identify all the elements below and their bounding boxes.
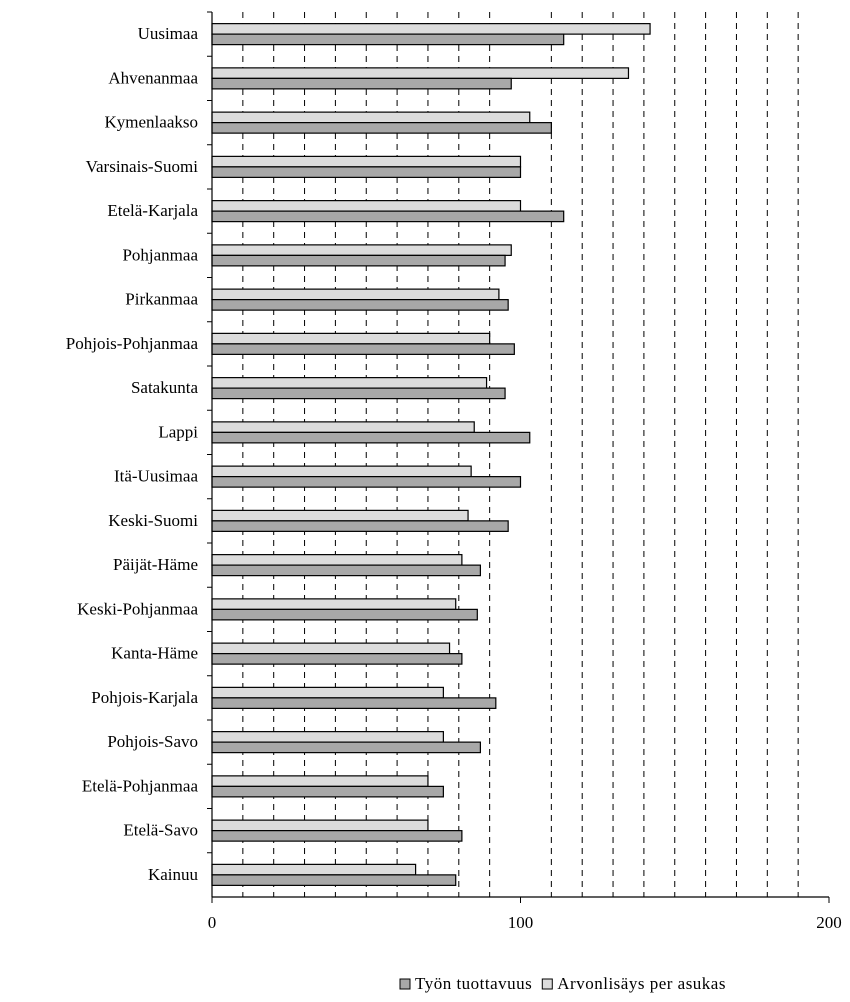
bar [211, 343, 515, 355]
bar [211, 166, 522, 178]
bar [211, 598, 457, 610]
y-tick-label: Varsinais-Suomi [86, 157, 199, 176]
bar [211, 465, 472, 478]
bar [211, 608, 478, 621]
legend-swatch [399, 978, 411, 990]
bar [211, 33, 565, 46]
y-tick-label: Pohjois-Savo [107, 732, 198, 751]
bar [211, 377, 488, 389]
bar [211, 288, 500, 301]
bar [211, 254, 506, 267]
bar [211, 155, 522, 168]
x-tick-label: 0 [208, 913, 217, 932]
bar [211, 564, 481, 577]
bar [211, 785, 444, 798]
y-tick-label: Pohjois-Pohjanmaa [66, 334, 199, 353]
bar [211, 23, 651, 35]
y-tick-label: Etelä-Pohjanmaa [82, 776, 199, 795]
y-tick-label: Etelä-Karjala [107, 201, 198, 220]
bar [211, 554, 463, 566]
bar [211, 476, 522, 488]
bar [211, 741, 481, 754]
bar [211, 77, 512, 90]
y-tick-label: Uusimaa [138, 24, 199, 43]
bar [211, 332, 491, 345]
bar [211, 509, 469, 522]
bar [211, 244, 512, 256]
y-tick-label: Kanta-Häme [111, 644, 198, 663]
bar [211, 819, 429, 832]
bar [211, 431, 531, 444]
bar [211, 111, 531, 124]
bar [211, 210, 565, 223]
bar [211, 520, 509, 532]
y-tick-label: Etelä-Savo [123, 821, 198, 840]
x-tick-label: 200 [816, 913, 842, 932]
bar [211, 863, 417, 876]
bar [211, 686, 444, 699]
y-tick-label: Lappi [158, 422, 198, 441]
y-tick-label: Satakunta [131, 378, 198, 397]
y-tick-label: Kymenlaakso [105, 113, 198, 132]
x-tick-label: 100 [508, 913, 534, 932]
y-tick-label: Kainuu [148, 865, 199, 884]
bar [211, 299, 509, 311]
y-tick-label: Pohjanmaa [122, 245, 198, 264]
y-tick-label: Pohjois-Karjala [91, 688, 198, 707]
bar [211, 421, 475, 433]
y-tick-label: Päijät-Häme [113, 555, 198, 574]
legend-label: Työn tuottavuus [415, 974, 532, 993]
y-tick-label: Keski-Pohjanmaa [77, 599, 198, 618]
bar [211, 200, 522, 212]
y-tick-label: Keski-Suomi [108, 511, 198, 530]
bar [211, 67, 630, 79]
y-tick-label: Pirkanmaa [125, 290, 198, 309]
legend-label: Arvonlisäys per asukas [557, 974, 726, 993]
legend-swatch [541, 978, 553, 990]
bar [211, 387, 506, 400]
bar [211, 775, 429, 787]
bar [211, 697, 497, 709]
bar [211, 830, 463, 842]
bar [211, 122, 552, 134]
bar [211, 653, 463, 665]
y-tick-label: Itä-Uusimaa [114, 467, 198, 486]
bar [211, 874, 457, 886]
bar [211, 642, 451, 655]
y-tick-label: Ahvenanmaa [108, 68, 198, 87]
bar [211, 731, 444, 743]
